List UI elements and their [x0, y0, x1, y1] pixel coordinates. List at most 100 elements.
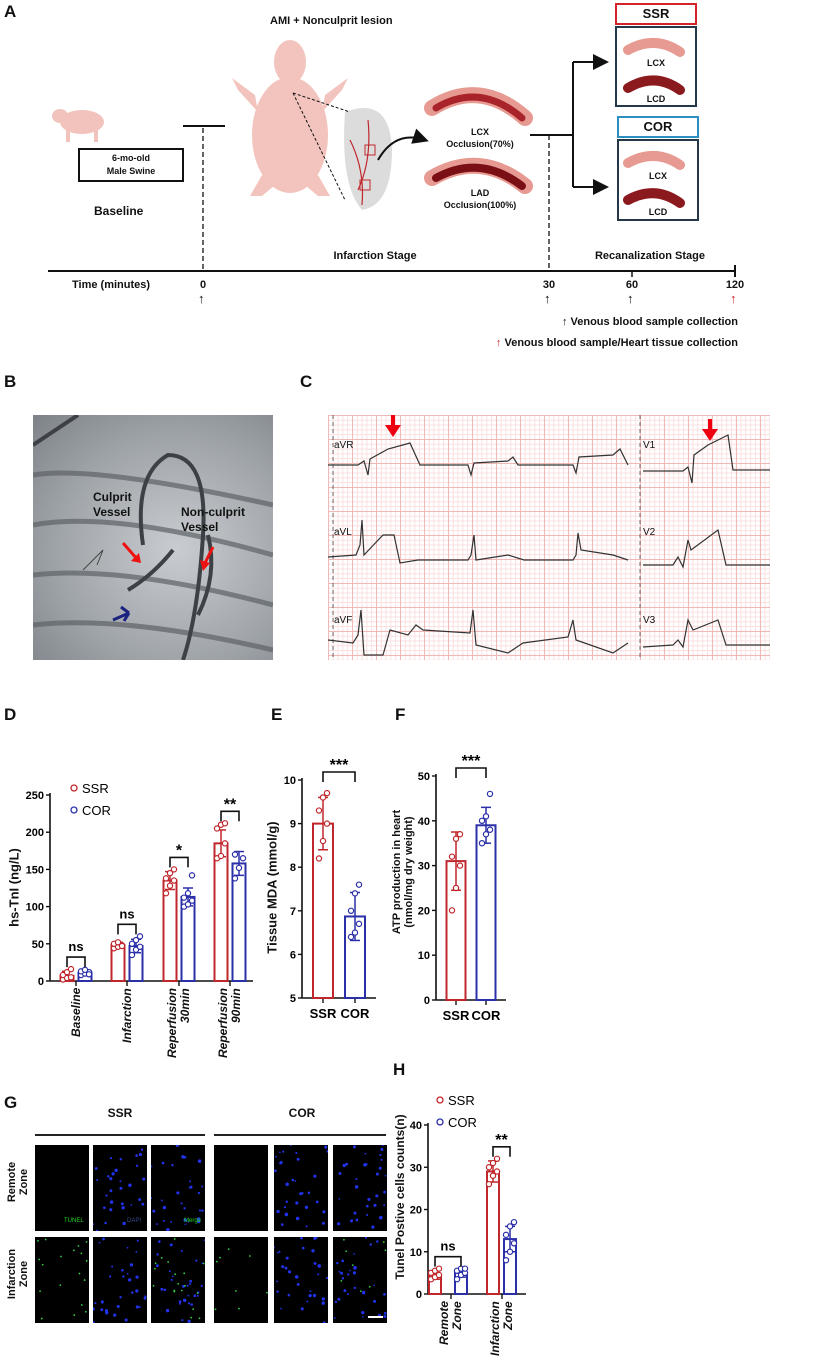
lad-occlusion-label: LAD Occlusion(100%) — [430, 187, 530, 211]
y-tick-label: 200 — [26, 827, 44, 839]
y-tick-label: 7 — [290, 906, 296, 918]
data-point — [118, 942, 126, 950]
data-point — [213, 825, 221, 832]
panel-label-h: H — [393, 1060, 406, 1079]
y-tick-label: 100 — [26, 902, 44, 914]
data-point — [184, 901, 192, 908]
data-point — [351, 890, 359, 897]
animal-type: Male Swine — [106, 166, 156, 176]
g-cor-divider — [214, 1134, 386, 1136]
data-point — [221, 820, 229, 827]
lead-avl: aVL — [334, 527, 352, 538]
y-tick-label: 9 — [290, 819, 296, 831]
cor-vessel-lcd: LCD — [648, 207, 668, 217]
data-point — [489, 1159, 497, 1167]
data-point — [315, 855, 323, 862]
micrograph-infarction-cor — [333, 1237, 387, 1323]
data-point — [136, 933, 144, 940]
g-row-infarction-zone: Infarction Zone — [6, 1234, 30, 1314]
data-point — [162, 875, 170, 882]
ecg-traces — [327, 415, 770, 660]
blood-sample-arrow-icon: ↑ — [544, 291, 551, 306]
chart-h: 0 10 20 30 40 ns ** SSR COR — [410, 1093, 526, 1301]
culprit-vessel-label: Culprit Vessel — [93, 490, 132, 520]
micrograph-infarction-ssr — [151, 1237, 205, 1323]
panel-label-e: E — [271, 705, 283, 724]
vessel-illustrations — [424, 38, 685, 208]
data-point — [67, 965, 75, 973]
data-point — [453, 1276, 461, 1283]
data-point — [315, 807, 323, 814]
significance-bracket — [434, 1255, 462, 1267]
data-point — [85, 971, 93, 978]
g-header-cor: COR — [288, 1106, 316, 1120]
data-point — [188, 872, 196, 879]
significance-bracket — [66, 956, 86, 968]
x-tick-label-line: Zone — [501, 1301, 515, 1330]
significance-bracket — [220, 810, 240, 822]
culprit-label-line2: Vessel — [93, 505, 131, 519]
legend-label-cor: COR — [82, 803, 111, 818]
ecg-trace-image: aVR aVL aVF V1 V2 V3 — [327, 415, 770, 660]
time-tick-120: 120 — [725, 279, 745, 291]
chart-f-ylabel-line2: (nmol/mg dry weight) — [403, 816, 415, 928]
timeline — [48, 54, 736, 277]
chart-f-ylabel: ATP production in heart (nmol/mg dry wei… — [391, 792, 415, 952]
data-point — [485, 1164, 493, 1171]
data-point — [506, 1223, 514, 1230]
data-point — [170, 877, 178, 884]
lad-occlusion-value: Occlusion(100%) — [443, 200, 517, 210]
data-point — [486, 790, 494, 798]
micrograph-remote-cor — [214, 1145, 268, 1231]
data-point — [478, 817, 486, 825]
data-point — [351, 929, 359, 936]
legend-tissue-collection: ↑ Venous blood sample/Heart tissue colle… — [496, 337, 738, 349]
lad-label: LAD — [470, 188, 490, 198]
x-tick-label: Remote Zone — [437, 1301, 464, 1363]
data-point — [323, 820, 331, 827]
y-tick-label: 40 — [418, 816, 430, 828]
time-tick-30: 30 — [542, 279, 556, 291]
data-point — [435, 1271, 443, 1279]
angiogram-image: Culprit Vessel Non-culprit Vessel — [33, 415, 273, 660]
micrograph-infarction-cor — [274, 1237, 328, 1323]
data-point — [67, 974, 75, 981]
y-tick-label: 20 — [410, 1205, 422, 1217]
data-point — [485, 1180, 493, 1188]
x-tick-label: Infarction — [120, 988, 134, 1068]
bar-cor — [475, 824, 497, 1002]
y-tick-label: 50 — [32, 939, 44, 951]
lead-v2: V2 — [643, 527, 656, 538]
channel-label-dapi: DAPI — [127, 1218, 142, 1224]
ssr-vessel-lcd: LCD — [646, 94, 666, 104]
g-ssr-divider — [35, 1134, 205, 1136]
data-point — [239, 855, 247, 862]
st-elevation-arrows — [385, 415, 718, 441]
data-point — [162, 890, 170, 897]
blue-arrow-icon — [112, 605, 131, 622]
y-tick-label: 30 — [418, 861, 430, 873]
y-tick-label: 10 — [418, 950, 430, 962]
data-point — [355, 881, 363, 888]
x-tick-label: Infarction Zone — [488, 1301, 515, 1363]
chart-d-ylabel: hs-TnI (ng/L) — [6, 848, 22, 927]
recanalization-stage-label: Recanalization Stage — [594, 250, 706, 262]
nonculprit-vessel-label: Non-culprit Vessel — [181, 505, 245, 535]
data-point — [132, 936, 140, 944]
data-point — [506, 1248, 514, 1255]
lcx-occlusion-label: LCX Occlusion(70%) — [430, 126, 530, 150]
scale-bar — [368, 1316, 383, 1318]
data-point — [456, 862, 464, 869]
g-header-ssr: SSR — [107, 1106, 133, 1120]
significance-bracket — [169, 856, 189, 868]
data-point — [128, 940, 136, 948]
panel-label-a: A — [4, 2, 17, 21]
blood-sample-arrow-icon: ↑ — [627, 291, 634, 306]
data-point — [235, 864, 243, 872]
x-tick-label: SSR — [310, 1006, 337, 1021]
significance-label: ns — [440, 1239, 455, 1254]
baseline-label: Baseline — [94, 204, 144, 218]
micrograph-infarction-ssr — [35, 1237, 89, 1323]
x-tick-label-line: 30min — [178, 988, 192, 1023]
